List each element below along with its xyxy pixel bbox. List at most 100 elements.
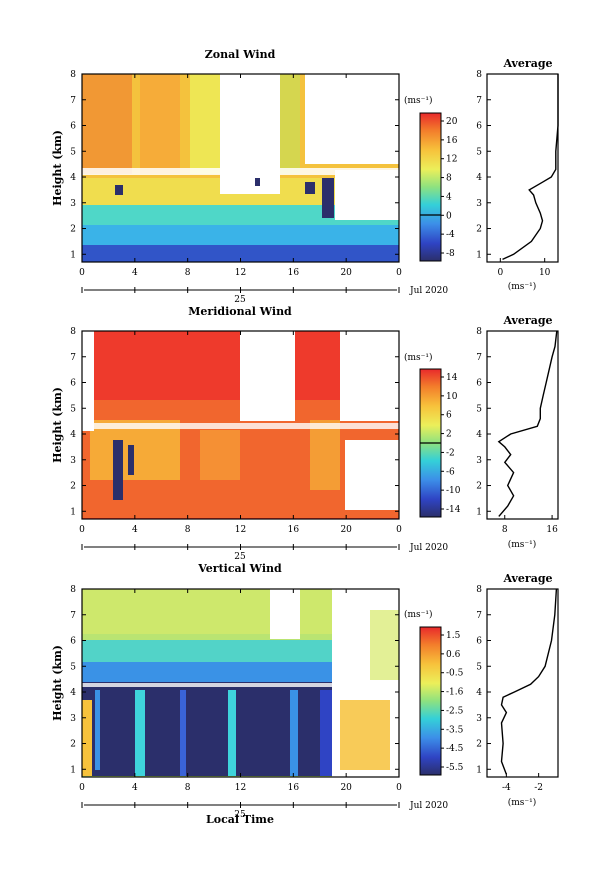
vertical-profile-frame <box>486 588 559 778</box>
zonal-profile-ytick-label: 7 <box>476 96 482 106</box>
meridional-colorbar-label: -14 <box>446 505 461 515</box>
vertical-ytick-label: 1 <box>70 765 76 775</box>
zonal-xtick-label: 12 <box>235 268 246 278</box>
vertical-profile-ytick-label: 5 <box>476 662 482 672</box>
meridional-colorbar-label: 6 <box>446 411 452 421</box>
zonal-ytick-label: 7 <box>70 96 76 106</box>
meridional-date-label: Jul 2020 <box>409 543 448 553</box>
vertical-title: Vertical Wind <box>197 562 282 575</box>
zonal-colorbar-label: 0 <box>446 211 452 221</box>
meridional-colorbar-label: 14 <box>446 373 458 383</box>
zonal-xtick-label: 16 <box>288 268 300 278</box>
vertical-ylabel: Height (km) <box>51 645 64 721</box>
vertical-ytick-label: 6 <box>70 637 76 647</box>
vertical-profile-xtick-label: -2 <box>534 783 543 793</box>
zonal-profile-title: Average <box>502 57 552 70</box>
vertical-colorbar-label: -5.5 <box>446 763 464 773</box>
vertical-date-day: 25 <box>234 810 246 820</box>
vertical-colorbar-label: -1.6 <box>446 688 464 698</box>
vertical-ytick-label: 5 <box>70 662 76 672</box>
meridional-colorbar-label: 10 <box>446 392 458 402</box>
meridional-xtick-label: 4 <box>132 525 138 535</box>
vertical-profile-line <box>500 588 558 775</box>
zonal-profile-ytick-label: 3 <box>476 199 482 209</box>
vertical-colorbar-label: -4.5 <box>446 744 464 754</box>
vertical-xtick-label: 16 <box>288 783 300 793</box>
meridional-ytick-label: 5 <box>70 404 76 414</box>
zonal-profile-ytick-label: 1 <box>476 250 482 260</box>
meridional-profile-ytick-label: 8 <box>476 327 482 337</box>
vertical-xtick-label: 4 <box>132 783 138 793</box>
zonal-colorbar-label: 20 <box>446 117 458 127</box>
vertical-ytick-label: 3 <box>70 714 76 724</box>
zonal-ytick-label: 4 <box>70 173 76 183</box>
meridional-ytick-label: 4 <box>70 430 76 440</box>
vertical-date-label: Jul 2020 <box>409 801 448 811</box>
zonal-ytick-label: 3 <box>70 199 76 209</box>
vertical-colorbar <box>419 626 442 776</box>
zonal-colorbar-label: 8 <box>446 174 452 184</box>
vertical-profile-ytick-label: 4 <box>476 688 482 698</box>
vertical-colorbar-label: 0.6 <box>446 650 461 660</box>
meridional-xtick-label: 8 <box>185 525 191 535</box>
meridional-colorbar-label: -2 <box>446 448 455 458</box>
meridional-profile-xtick-label: 8 <box>502 525 508 535</box>
vertical-ytick-label: 7 <box>70 611 76 621</box>
zonal-profile-xtick-label: 0 <box>497 268 503 278</box>
zonal-profile-ytick-label: 8 <box>476 70 482 80</box>
vertical-profile-ytick-label: 3 <box>476 714 482 724</box>
zonal-xtick-label: 20 <box>340 268 352 278</box>
meridional-profile-frame <box>486 330 559 520</box>
meridional-ytick-label: 2 <box>70 482 76 492</box>
meridional-title: Meridional Wind <box>188 305 292 318</box>
vertical-colorbar-label: 1.5 <box>446 631 461 641</box>
vertical-xtick-label: 20 <box>340 783 352 793</box>
zonal-profile-frame <box>486 73 559 263</box>
meridional-heatmap <box>82 331 399 519</box>
meridional-profile-title: Average <box>502 314 552 327</box>
vertical-profile-ytick-label: 8 <box>476 585 482 595</box>
meridional-profile-ytick-label: 7 <box>476 353 482 363</box>
vertical-colorbar-unit: (ms⁻¹) <box>404 609 433 620</box>
vertical-colorbar-label: -2.5 <box>446 706 464 716</box>
zonal-xtick-label: 0 <box>396 268 402 278</box>
zonal-colorbar-unit: (ms⁻¹) <box>404 95 433 106</box>
meridional-ytick-label: 3 <box>70 456 76 466</box>
vertical-profile-ytick-label: 7 <box>476 611 482 621</box>
meridional-profile-ytick-label: 1 <box>476 507 482 517</box>
meridional-colorbar-label: -10 <box>446 486 461 496</box>
vertical-xtick-label: 0 <box>396 783 402 793</box>
zonal-colorbar-label: 4 <box>446 192 452 202</box>
meridional-date-day: 25 <box>234 552 246 562</box>
panel-meridional: Meridional Wind Height (km) (ms⁻¹) 25 Ju… <box>51 305 559 562</box>
vertical-ytick-label: 8 <box>70 585 76 595</box>
zonal-ytick-label: 8 <box>70 70 76 80</box>
meridional-xtick-label: 0 <box>79 525 85 535</box>
zonal-profile-xlabel: (ms⁻¹) <box>508 281 537 292</box>
zonal-date-day: 25 <box>234 295 246 305</box>
meridional-profile-xlabel: (ms⁻¹) <box>508 539 537 550</box>
meridional-profile-ytick-label: 5 <box>476 404 482 414</box>
vertical-profile-xtick-label: -4 <box>502 783 511 793</box>
vertical-xtick-label: 12 <box>235 783 246 793</box>
zonal-ytick-label: 1 <box>70 250 76 260</box>
zonal-ylabel: Height (km) <box>51 130 64 206</box>
vertical-heatmap <box>82 589 399 777</box>
vertical-xtick-label: 0 <box>79 783 85 793</box>
meridional-xtick-label: 20 <box>340 525 352 535</box>
zonal-ytick-label: 6 <box>70 122 76 132</box>
zonal-xtick-label: 4 <box>132 268 138 278</box>
meridional-ytick-label: 7 <box>70 353 76 363</box>
vertical-profile-title: Average <box>502 572 552 585</box>
meridional-ytick-label: 8 <box>70 327 76 337</box>
zonal-heatmap <box>82 74 399 262</box>
meridional-ytick-label: 6 <box>70 379 76 389</box>
zonal-title: Zonal Wind <box>205 48 276 61</box>
meridional-profile-ytick-label: 2 <box>476 482 482 492</box>
vertical-profile-ytick-label: 1 <box>476 765 482 775</box>
vertical-xlabel: Local Time <box>206 813 274 826</box>
meridional-colorbar-label: 2 <box>446 430 452 440</box>
meridional-profile-ytick-label: 4 <box>476 430 482 440</box>
zonal-profile-xtick-label: 10 <box>539 268 551 278</box>
